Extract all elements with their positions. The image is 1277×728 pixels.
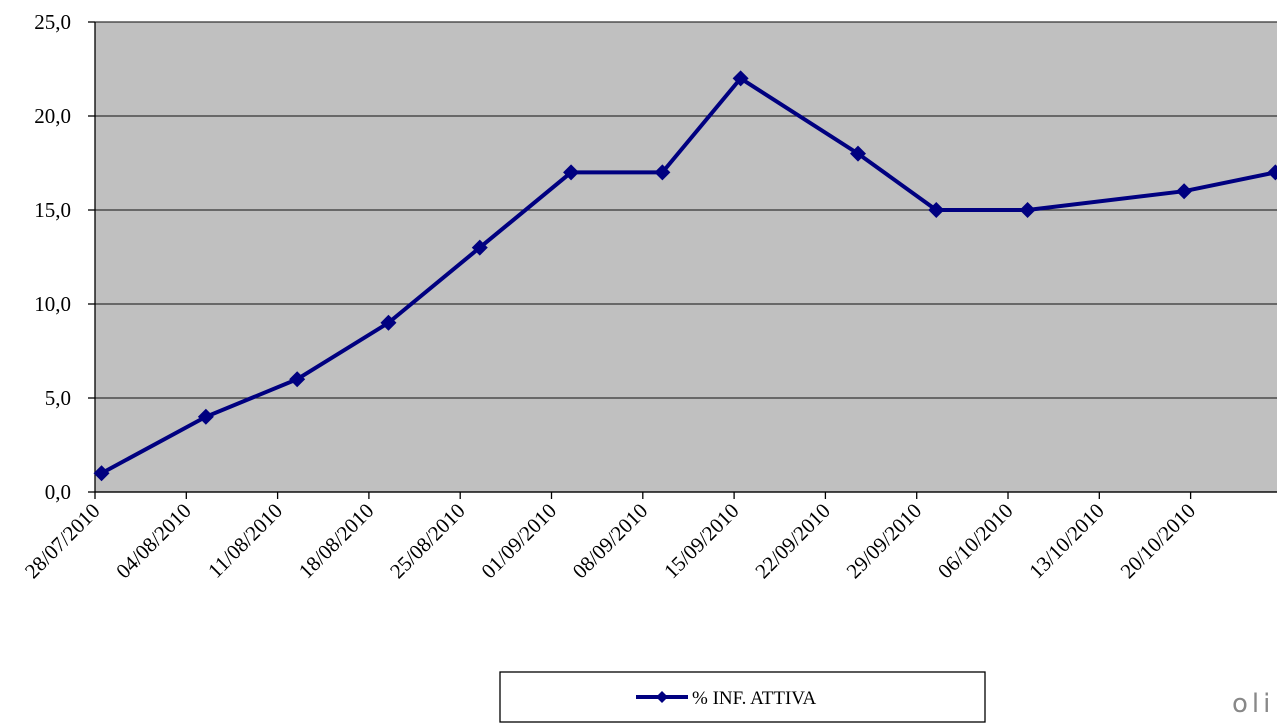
marker	[289, 371, 306, 388]
x-tick-label: 13/10/2010	[1024, 499, 1109, 584]
y-tick-label: 5,0	[45, 386, 71, 410]
x-tick-label: 25/08/2010	[385, 499, 470, 584]
marker	[1019, 202, 1036, 218]
x-tick-label: 22/09/2010	[750, 499, 835, 584]
marker	[93, 465, 110, 482]
x-tick-label: 28/07/2010	[20, 499, 105, 584]
x-tick-label: 20/10/2010	[1116, 499, 1201, 584]
plot-area	[95, 22, 1277, 492]
x-tick-label: 29/09/2010	[842, 499, 927, 584]
marker	[471, 239, 488, 256]
marker	[928, 202, 945, 218]
marker	[1176, 183, 1193, 200]
y-tick-label: 25,0	[34, 10, 71, 34]
marker	[1267, 164, 1277, 181]
marker	[732, 70, 749, 87]
y-tick-label: 15,0	[34, 198, 71, 222]
marker	[197, 408, 214, 425]
x-tick-label: 01/09/2010	[476, 499, 561, 584]
logo-text: oli	[1232, 689, 1274, 719]
x-tick-label: 15/09/2010	[659, 499, 744, 584]
marker	[563, 164, 580, 181]
x-tick-label: 04/08/2010	[111, 499, 196, 584]
legend-marker	[656, 691, 668, 703]
x-tick-label: 08/09/2010	[568, 499, 653, 584]
x-tick-label: 18/08/2010	[294, 499, 379, 584]
x-tick-label: 06/10/2010	[933, 499, 1018, 584]
legend-box	[499, 671, 986, 723]
y-tick-label: 0,0	[45, 480, 71, 504]
y-tick-label: 10,0	[34, 292, 71, 316]
marker	[380, 314, 397, 331]
marker	[850, 145, 867, 162]
legend-label: % INF. ATTIVA	[692, 688, 817, 709]
x-tick-label: 11/08/2010	[203, 499, 287, 583]
marker	[654, 164, 671, 181]
y-tick-label: 20,0	[34, 104, 71, 128]
